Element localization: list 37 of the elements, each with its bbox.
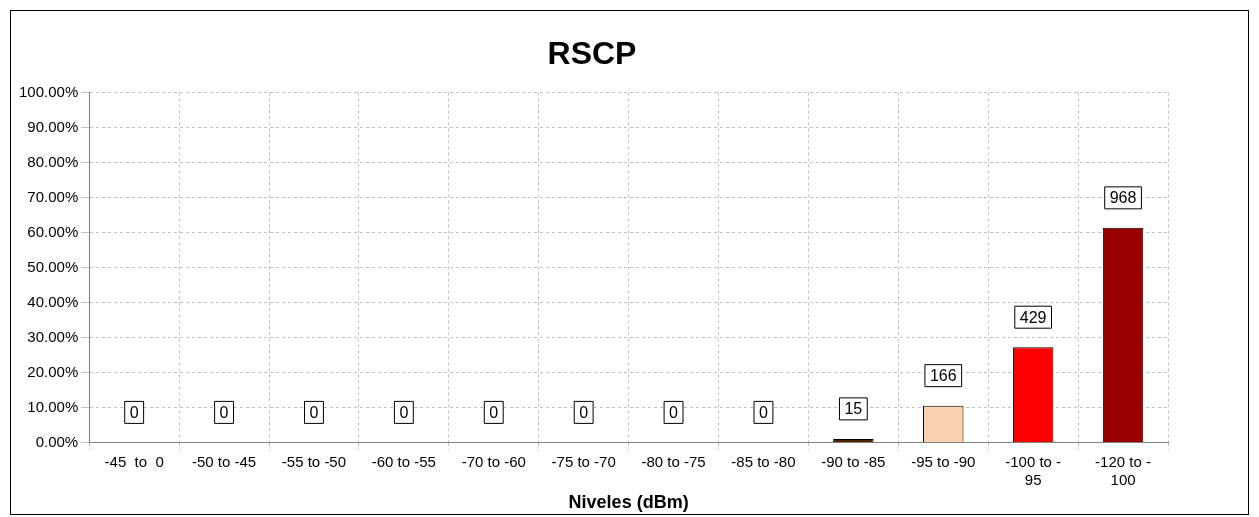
y-tick-label: 70.00% xyxy=(27,187,79,205)
annotation: 0 xyxy=(129,403,139,421)
annotation: 968 xyxy=(1109,189,1137,207)
annotation: 0 xyxy=(219,403,229,421)
annotation: 166 xyxy=(929,367,957,385)
x-tick-label: -100 to - 95 xyxy=(1005,452,1062,488)
x-tick-label: -55 to -50 xyxy=(281,452,347,470)
x-tick-label: -45 to 0 xyxy=(104,452,164,470)
y-tick-label: 90.00% xyxy=(27,117,79,135)
x-tick-label: -95 to -90 xyxy=(911,452,976,470)
annotation: 15 xyxy=(844,400,863,418)
annotation: 0 xyxy=(309,403,319,421)
y-tick-label: 100.00% xyxy=(19,82,79,100)
x-tick-label: -85 to -80 xyxy=(731,452,796,470)
annotation: 429 xyxy=(1019,308,1047,326)
x-tick-label: -90 to -85 xyxy=(821,452,886,470)
x-tick-label: -80 to -75 xyxy=(641,452,706,470)
y-tick-label: 0.00% xyxy=(35,432,79,450)
x-tick-label: -120 to - 100 xyxy=(1095,452,1151,488)
annotation: 0 xyxy=(399,403,409,421)
annotation: 0 xyxy=(579,403,589,421)
annotation: 0 xyxy=(669,403,679,421)
x-tick-label: -60 to -55 xyxy=(371,452,436,470)
y-tick-label: 10.00% xyxy=(27,397,79,415)
y-tick-label: 80.00% xyxy=(27,152,79,170)
x-tick-label: -75 to -70 xyxy=(551,452,616,470)
y-tick-label: 30.00% xyxy=(27,327,79,345)
y-tick-label: 50.00% xyxy=(27,257,79,275)
x-tick-label: -50 to -45 xyxy=(191,452,257,470)
chart-title: RSCP xyxy=(547,35,637,72)
y-tick-label: 60.00% xyxy=(27,222,79,240)
y-tick-label: 40.00% xyxy=(27,292,79,310)
x-tick-label: -70 to -60 xyxy=(461,452,526,470)
x-axis-title: Niveles (dBm) xyxy=(568,492,689,513)
annotation: 0 xyxy=(759,403,768,421)
y-tick-label: 20.00% xyxy=(27,362,79,380)
annotation: 0 xyxy=(489,403,499,421)
